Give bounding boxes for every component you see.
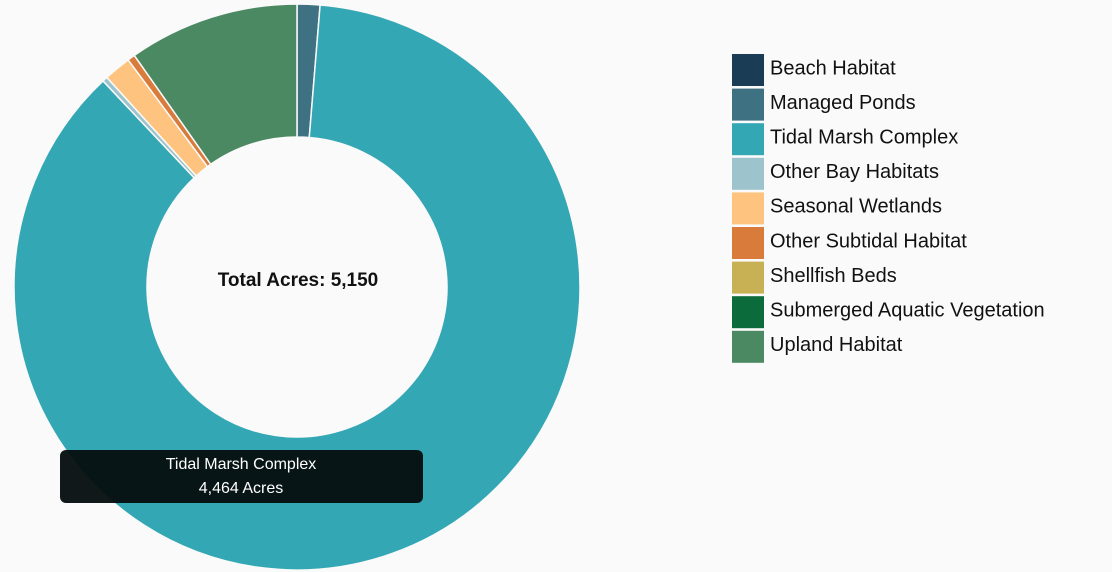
legend-label: Tidal Marsh Complex [770, 126, 958, 148]
tooltip-value: 4,464 Acres [199, 480, 284, 497]
legend-swatch [732, 88, 764, 121]
tooltip-box [60, 450, 423, 503]
legend-swatch [732, 123, 764, 156]
legend-label: Other Subtidal Habitat [770, 230, 967, 252]
legend-swatch [732, 261, 764, 294]
legend-label: Upland Habitat [770, 334, 903, 356]
center-label: Total Acres: 5,150 [218, 270, 379, 291]
legend-label: Shellfish Beds [770, 265, 897, 287]
legend-swatch [732, 296, 764, 329]
legend-swatch [732, 157, 764, 190]
tooltip: Tidal Marsh Complex 4,464 Acres [60, 450, 423, 503]
legend-swatch [732, 54, 764, 86]
legend-label: Seasonal Wetlands [770, 196, 942, 218]
legend-swatch [732, 330, 764, 363]
slice [13, 4, 581, 571]
legend-label: Other Bay Habitats [770, 161, 939, 183]
legend-label: Beach Habitat [770, 57, 896, 79]
tooltip-title: Tidal Marsh Complex [166, 456, 317, 473]
legend-label: Submerged Aquatic Vegetation [770, 299, 1045, 321]
legend-label: Managed Ponds [770, 92, 916, 114]
slice [133, 3, 298, 166]
legend-swatch [732, 227, 764, 259]
legend-swatch [732, 192, 764, 225]
